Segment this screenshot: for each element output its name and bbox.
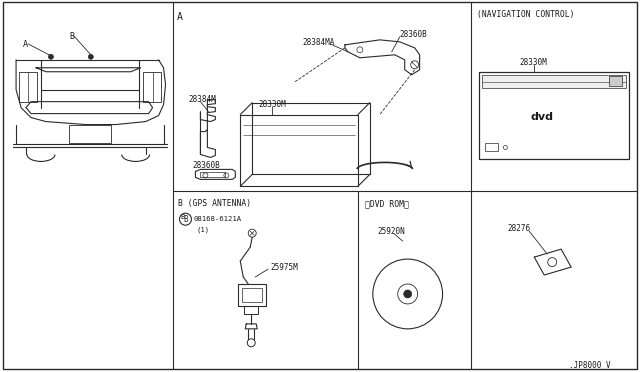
Bar	[69, 125, 111, 142]
Text: .JP8000 V: .JP8000 V	[569, 361, 611, 370]
Text: A: A	[177, 12, 182, 22]
Text: (1): (1)	[196, 226, 209, 233]
Text: 25975M: 25975M	[270, 263, 298, 272]
Text: (NAVIGATION CONTROL): (NAVIGATION CONTROL)	[477, 10, 575, 19]
Text: 28330M: 28330M	[519, 58, 547, 67]
Bar	[485, 142, 499, 151]
Bar	[19, 72, 37, 102]
Bar	[479, 72, 629, 160]
Text: （DVD ROM）: （DVD ROM）	[365, 199, 409, 208]
Text: 28360B: 28360B	[400, 30, 428, 39]
Text: 28384MA: 28384MA	[302, 38, 335, 47]
Text: 28330M: 28330M	[258, 100, 286, 109]
Text: B: B	[69, 32, 74, 41]
Text: B: B	[183, 215, 188, 224]
Text: 28276: 28276	[508, 224, 531, 233]
Bar	[238, 284, 266, 306]
Bar	[609, 76, 622, 86]
Circle shape	[88, 54, 93, 59]
Text: 28384M: 28384M	[188, 94, 216, 104]
Text: 25920N: 25920N	[378, 227, 406, 236]
Bar	[240, 115, 358, 186]
Text: B (GPS ANTENNA): B (GPS ANTENNA)	[179, 199, 252, 208]
Text: 08168-6121A: 08168-6121A	[193, 216, 241, 222]
Text: 28360B: 28360B	[193, 161, 220, 170]
Bar	[243, 288, 262, 302]
Text: B: B	[180, 214, 184, 220]
Bar	[143, 72, 161, 102]
Bar	[200, 172, 225, 177]
Text: dvd: dvd	[531, 112, 554, 122]
Bar	[244, 306, 258, 314]
Circle shape	[49, 54, 53, 59]
Text: A: A	[23, 40, 28, 49]
Circle shape	[404, 290, 412, 298]
Bar	[483, 75, 626, 88]
